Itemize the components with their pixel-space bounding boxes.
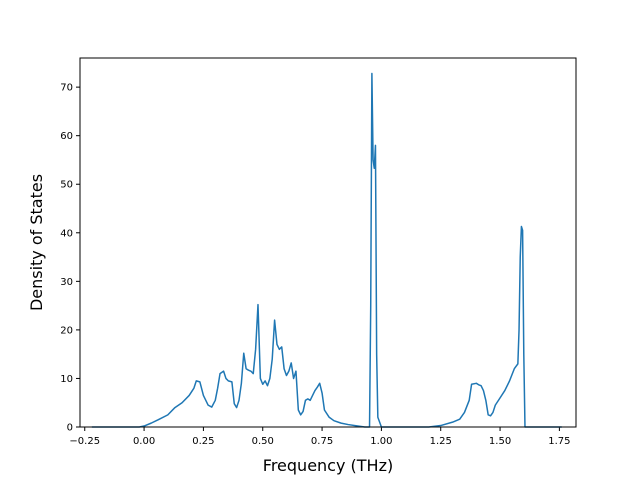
x-tick-label: 0.25: [192, 436, 214, 447]
y-tick-label: 50: [60, 180, 73, 191]
x-tick-label: −0.25: [69, 436, 100, 447]
y-tick-label: 20: [60, 325, 73, 336]
x-axis-label: Frequency (THz): [263, 456, 393, 475]
y-axis-label: Density of States: [27, 174, 46, 311]
y-tick-label: 30: [60, 277, 73, 288]
plot-frame: [79, 57, 577, 428]
y-tick-label: 60: [60, 131, 73, 142]
x-tick-label: 0.00: [133, 436, 155, 447]
y-tick-label: 10: [60, 374, 73, 385]
y-tick-label: 40: [60, 228, 73, 239]
x-tick-label: 1.75: [548, 436, 570, 447]
x-tick-label: 1.50: [489, 436, 511, 447]
x-tick-label: 1.00: [370, 436, 392, 447]
y-axis-ticks: 0 10 20 30 40 50 60 70: [60, 83, 80, 434]
x-axis-ticks: −0.25 0.00 0.25 0.50 0.75 1.00 1.25 1.50 1.75: [69, 427, 571, 447]
x-tick-label: 0.50: [252, 436, 274, 447]
y-tick-label: 0: [67, 423, 73, 434]
y-tick-label: 70: [60, 83, 73, 94]
dos-series-line: [91, 72, 562, 428]
x-tick-label: 1.25: [430, 436, 452, 447]
x-tick-label: 0.75: [311, 436, 333, 447]
